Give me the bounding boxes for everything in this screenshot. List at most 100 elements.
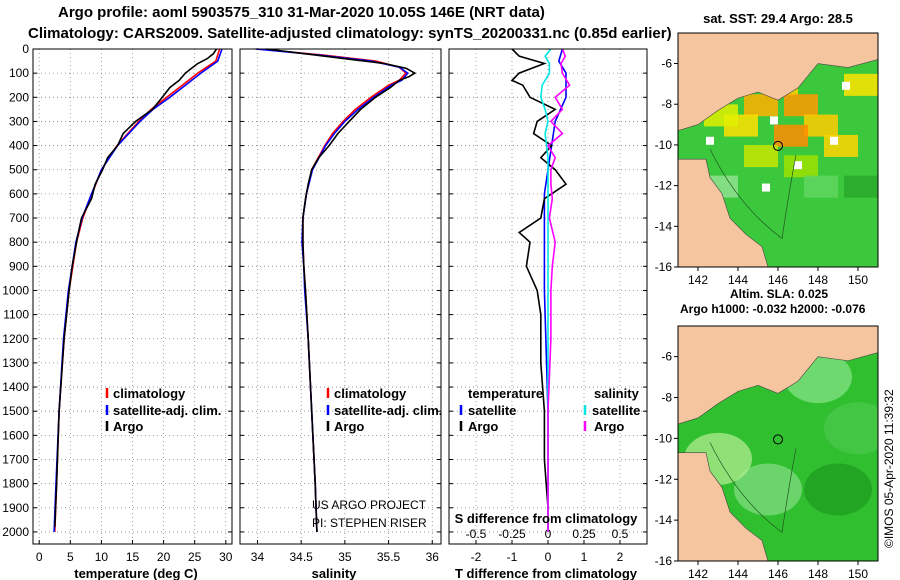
depth-tick-label: 1300 [2,356,29,370]
depth-tick-label: 1000 [2,283,29,297]
x-tick-label: -1 [507,550,518,564]
lat-tick-label: -8 [661,97,672,111]
temperature-legend-argo: Argo [113,419,143,434]
x2-tick-label: 0 [545,527,552,541]
land-cape-york [678,158,769,267]
land-new-guinea [678,33,878,131]
x-tick-label: 20 [157,550,171,564]
lat-tick-label: -6 [661,57,672,71]
cloud-gap [770,116,778,125]
series-line-argo [54,48,218,528]
depth-tick-label: 100 [9,66,29,80]
depth-tick-label: 700 [9,211,29,225]
sst-cell [824,134,858,157]
salinity-legend-satellite: satellite-adj. clim. [334,403,442,418]
depth-tick-label: 1800 [2,477,29,491]
depth-tick-label: 0 [22,42,29,56]
depth-tick-label: 500 [9,163,29,177]
cloud-gap [830,136,838,145]
sst-cell [844,175,878,198]
x2-tick-label: -0.25 [498,527,526,541]
difference-legend-temp-argo: Argo [468,419,498,434]
panel-frame [239,48,442,545]
depth-tick-label: 1700 [2,452,29,466]
depth-tick-label: 800 [9,235,29,249]
temperature-legend-satellite: satellite-adj. clim. [113,403,221,418]
sla-map-title: Altim. SLA: 0.025 [730,287,828,301]
depth-tick-label: 200 [9,90,29,104]
depth-tick-label: 1500 [2,404,29,418]
x-tick-label: 30 [219,550,233,564]
lat-tick-label: -6 [661,350,672,364]
sst-cell [804,175,838,198]
sst-map-title: sat. SST: 29.4 Argo: 28.5 [703,11,853,26]
x-tick-label: 34.5 [289,550,313,564]
series-line-temperature-argo [510,48,568,532]
sla-map-subtitle: Argo h1000: -0.032 h2000: -0.076 [680,302,866,316]
panel-temperature: 0100200300400500600700800900100011001200… [2,42,232,564]
panel-difference: -2 -1 0 1 2 -0.5 -0.25 0 0.25 0.5 [448,48,648,564]
x-tick-label: 36 [426,550,440,564]
lon-tick-label: 146 [768,567,788,580]
sla-blob [734,463,802,516]
land-new-guinea [678,326,878,425]
lon-tick-label: 144 [728,273,748,287]
series-line-climatology [257,48,408,532]
lon-tick-label: 144 [728,567,748,580]
depth-tick-label: 2000 [2,525,29,539]
cloud-gap [706,136,714,145]
map-sst-map: 142 144 146 148 150 -6 -8 -10 -12 -14 -16 [655,32,879,287]
reef-contour [709,442,797,534]
salinity-annotation-pi: PI: STEPHEN RISER [312,516,427,530]
panel-salinity: 34 34.5 35 35.5 36 [239,48,442,564]
x-tick-label: 1 [581,550,588,564]
lat-tick-label: -8 [661,391,672,405]
lat-tick-label: -16 [655,554,673,568]
lon-tick-label: 150 [848,567,868,580]
sst-cell [784,94,818,117]
depth-tick-label: 1400 [2,380,29,394]
lon-tick-label: 146 [768,273,788,287]
x-tick-label: 34 [251,550,265,564]
plot-title-line-1: Argo profile: aoml 5903575_310 31-Mar-20… [58,4,545,21]
series-line-argo [266,48,417,532]
lon-tick-label: 150 [848,273,868,287]
sst-cell [744,94,778,117]
difference-xlabel: T difference from climatology [455,566,638,580]
depth-tick-label: 400 [9,139,29,153]
depth-tick-label: 300 [9,114,29,128]
depth-tick-label: 900 [9,259,29,273]
x-tick-label: 35.5 [377,550,401,564]
difference-x2label: S difference from climatology [455,511,639,526]
lon-tick-label: 142 [688,567,708,580]
series-line-salinity-argo [546,48,571,532]
difference-legend-sal-argo: Argo [594,419,624,434]
lon-tick-label: 142 [688,273,708,287]
imos-credit: ©IMOS 05-Apr-2020 11:39:32 [882,389,896,548]
float-position-marker [773,140,783,151]
salinity-legend-argo: Argo [334,419,364,434]
depth-tick-label: 1600 [2,428,29,442]
plot-title-line-2: Climatology: CARS2009. Satellite-adjuste… [28,25,672,42]
depth-tick-label: 1100 [3,308,29,322]
cloud-gap [794,161,802,170]
lat-tick-label: -10 [655,138,673,152]
lat-tick-label: -12 [655,179,673,193]
sst-cell [774,124,808,147]
sst-cell [744,145,778,168]
x-tick-label: -2 [471,550,482,564]
map-body [678,326,878,561]
temperature-xlabel: temperature (deg C) [74,566,198,580]
series-line-temperature-satellite [543,48,567,532]
depth-tick-label: 600 [9,187,29,201]
x2-tick-label: -0.5 [466,527,487,541]
panel-frame [32,48,233,545]
difference-legend-temp-satellite: satellite [468,403,516,418]
x-tick-label: 2 [617,550,624,564]
x2-tick-label: 0.25 [572,527,596,541]
lat-tick-label: -10 [655,431,673,445]
x-tick-label: 15 [126,550,140,564]
map-sla-map: 142 144 146 148 150 -6 -8 -10 -12 -14 -16 [655,325,879,580]
x-tick-label: 0 [36,550,43,564]
